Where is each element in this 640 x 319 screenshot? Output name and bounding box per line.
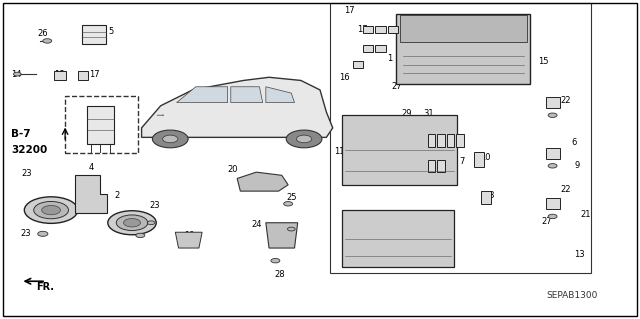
Text: 19: 19 bbox=[184, 231, 195, 240]
Bar bbox=[428, 134, 435, 147]
Circle shape bbox=[284, 202, 292, 206]
Text: 23: 23 bbox=[20, 229, 31, 238]
Text: 32200: 32200 bbox=[11, 145, 47, 155]
Polygon shape bbox=[141, 77, 333, 137]
Text: 9: 9 bbox=[575, 161, 580, 170]
Text: 25: 25 bbox=[287, 193, 298, 202]
Text: 2: 2 bbox=[115, 191, 120, 200]
Text: 17: 17 bbox=[89, 70, 99, 78]
Text: 27: 27 bbox=[392, 82, 402, 91]
Bar bbox=[87, 106, 113, 144]
Text: 18: 18 bbox=[54, 70, 64, 78]
Bar bbox=[428, 160, 435, 172]
Text: 15: 15 bbox=[539, 57, 549, 66]
Text: 12: 12 bbox=[346, 217, 356, 226]
Text: 8: 8 bbox=[489, 191, 494, 200]
Circle shape bbox=[296, 135, 312, 143]
Polygon shape bbox=[266, 223, 298, 248]
Text: 4: 4 bbox=[89, 163, 94, 172]
Circle shape bbox=[38, 231, 48, 236]
Bar bbox=[481, 191, 491, 204]
Text: 23: 23 bbox=[150, 201, 161, 210]
Text: 31: 31 bbox=[423, 109, 434, 118]
Circle shape bbox=[124, 219, 141, 227]
Text: 24: 24 bbox=[251, 220, 262, 229]
Bar bbox=[399, 15, 527, 42]
Text: 30: 30 bbox=[436, 125, 447, 134]
Circle shape bbox=[136, 233, 145, 238]
Circle shape bbox=[548, 164, 557, 168]
Text: 17: 17 bbox=[344, 6, 355, 15]
Circle shape bbox=[42, 205, 60, 215]
Text: 32: 32 bbox=[403, 141, 413, 150]
Text: 23: 23 bbox=[22, 169, 33, 178]
Circle shape bbox=[271, 258, 280, 263]
Text: 21: 21 bbox=[580, 210, 591, 219]
Text: 1: 1 bbox=[387, 54, 392, 63]
Circle shape bbox=[163, 135, 178, 143]
Bar bbox=[437, 134, 445, 147]
Polygon shape bbox=[266, 87, 294, 103]
Bar bbox=[363, 45, 373, 52]
Bar bbox=[437, 160, 445, 172]
Circle shape bbox=[286, 130, 322, 148]
Circle shape bbox=[152, 130, 188, 148]
Bar bbox=[545, 148, 559, 159]
Circle shape bbox=[108, 211, 156, 235]
Bar bbox=[78, 71, 88, 80]
Text: 6: 6 bbox=[572, 137, 577, 147]
Polygon shape bbox=[231, 87, 262, 103]
Text: 3: 3 bbox=[54, 199, 59, 208]
Text: 22: 22 bbox=[560, 185, 571, 194]
Bar bbox=[353, 61, 364, 68]
Circle shape bbox=[43, 39, 52, 43]
Bar bbox=[456, 134, 464, 147]
Text: 33: 33 bbox=[419, 163, 429, 172]
Text: 11: 11 bbox=[334, 147, 344, 156]
Circle shape bbox=[24, 197, 78, 223]
Bar bbox=[474, 152, 484, 167]
Bar bbox=[376, 26, 386, 33]
Text: 13: 13 bbox=[573, 250, 584, 259]
Polygon shape bbox=[177, 87, 228, 103]
Bar bbox=[545, 97, 559, 108]
Circle shape bbox=[13, 72, 21, 76]
Text: SEPAB1300: SEPAB1300 bbox=[546, 291, 598, 300]
Text: 16: 16 bbox=[339, 73, 349, 82]
Text: B-7: B-7 bbox=[11, 129, 31, 139]
Circle shape bbox=[34, 202, 68, 219]
Text: FR.: FR. bbox=[36, 282, 54, 292]
Text: 28: 28 bbox=[274, 271, 285, 279]
Bar bbox=[388, 26, 398, 33]
Bar bbox=[447, 134, 454, 147]
Polygon shape bbox=[175, 232, 202, 248]
Text: 27: 27 bbox=[541, 217, 552, 226]
Bar bbox=[545, 198, 559, 209]
Text: 8: 8 bbox=[452, 137, 458, 147]
Bar bbox=[376, 45, 386, 52]
Circle shape bbox=[287, 227, 295, 231]
Text: 26: 26 bbox=[38, 29, 49, 39]
Text: 20: 20 bbox=[228, 165, 238, 174]
Bar bbox=[396, 14, 531, 84]
Text: 22: 22 bbox=[560, 97, 571, 106]
Circle shape bbox=[147, 221, 155, 225]
Bar bbox=[54, 71, 66, 80]
Text: 17: 17 bbox=[357, 25, 367, 34]
Bar bbox=[342, 115, 457, 185]
Polygon shape bbox=[75, 175, 106, 213]
Bar bbox=[363, 26, 373, 33]
Text: 14: 14 bbox=[11, 70, 22, 78]
Text: 29: 29 bbox=[401, 109, 412, 118]
Text: 7: 7 bbox=[459, 157, 464, 166]
Text: 10: 10 bbox=[481, 153, 491, 162]
Circle shape bbox=[116, 215, 148, 231]
Bar bbox=[342, 210, 454, 267]
Circle shape bbox=[548, 214, 557, 219]
Polygon shape bbox=[237, 172, 288, 191]
Circle shape bbox=[548, 113, 557, 117]
Bar bbox=[82, 25, 106, 44]
Text: 5: 5 bbox=[108, 27, 114, 36]
